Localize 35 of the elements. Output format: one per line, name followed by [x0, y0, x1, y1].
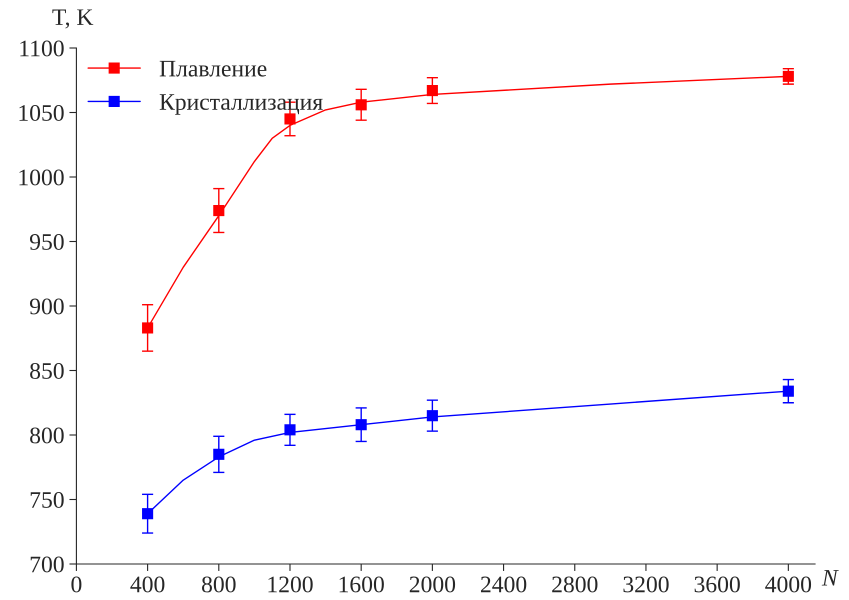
point — [142, 508, 154, 520]
point — [356, 99, 367, 110]
x-tick-label: 0 — [71, 576, 82, 592]
legend-label: Плавление — [160, 60, 266, 77]
y-tick-label: 800 — [30, 427, 64, 444]
y-axis-title: T, K — [52, 9, 94, 29]
x-tick-label: 2400 — [480, 576, 526, 592]
x-tick-label: 800 — [202, 576, 236, 592]
point — [142, 322, 154, 334]
point — [782, 70, 794, 82]
y-tick-label: 750 — [30, 492, 64, 508]
y-tick-label: 1050 — [19, 104, 64, 121]
y-tick-label: 1100 — [20, 40, 64, 56]
point — [782, 386, 794, 397]
x-tick-label: 1600 — [340, 576, 384, 592]
x-tick-label: 3600 — [694, 576, 740, 592]
point — [213, 204, 224, 216]
x-tick-label: 2800 — [552, 576, 598, 592]
point — [284, 424, 296, 436]
y-tick-label: 900 — [30, 298, 64, 314]
x-tick-label: 400 — [130, 576, 164, 592]
point — [426, 85, 438, 96]
y-tick-label: 1000 — [19, 169, 64, 186]
x-tick-label: 2000 — [410, 576, 456, 592]
x-tick-label: 3200 — [623, 576, 669, 592]
x-tick-label: 4000 — [765, 576, 812, 592]
point — [356, 419, 367, 430]
legend-label: Кристаллизация — [160, 94, 323, 115]
point — [213, 448, 224, 460]
y-tick-label: 950 — [30, 234, 64, 250]
y-tick-label: 850 — [30, 362, 64, 379]
x-axis-title: N — [822, 570, 839, 586]
x-tick-label: 1200 — [268, 576, 313, 592]
point — [426, 410, 438, 422]
y-tick-label: 700 — [30, 556, 64, 572]
